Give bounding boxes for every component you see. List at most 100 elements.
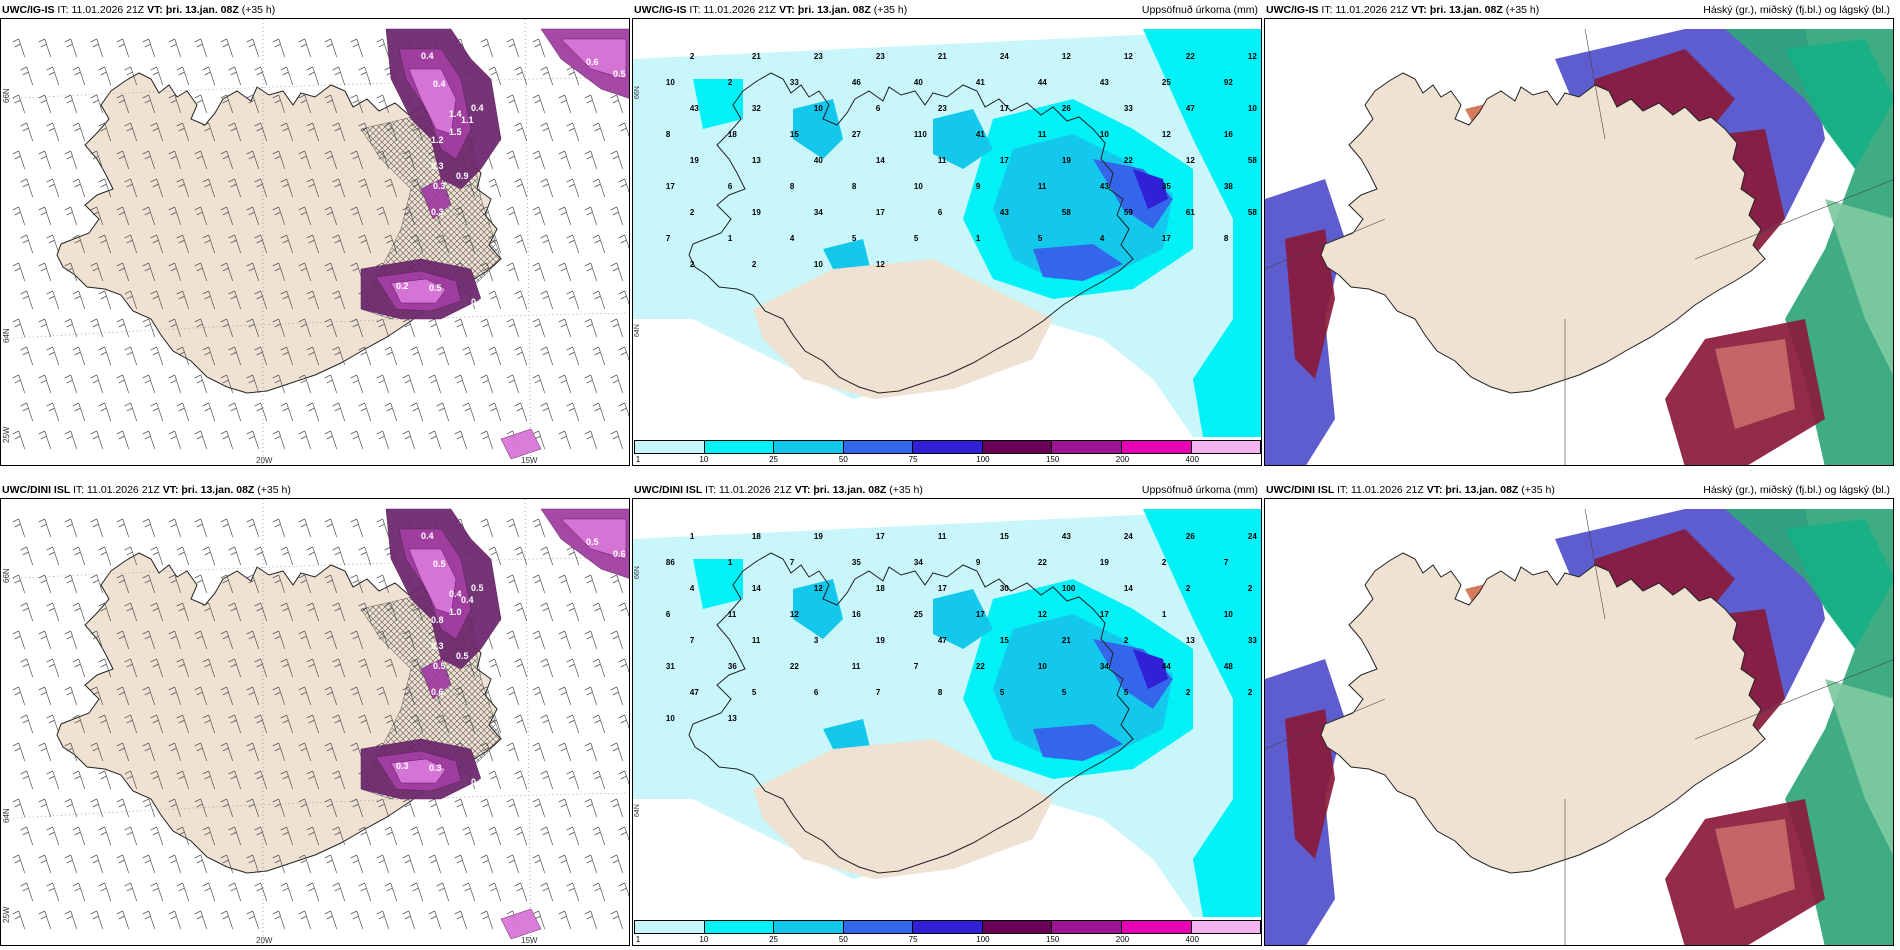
precip-value-label: 5: [852, 234, 857, 243]
axis-label: 64N: [634, 324, 641, 337]
precip-value-label: 22: [1124, 156, 1133, 165]
precip-value-label: 7: [914, 662, 919, 671]
precip-value-label: 15: [1000, 636, 1009, 645]
panel-header: UWC/DINI ISL IT: 11.01.2026 21Z VT: þri.…: [634, 484, 1260, 500]
cloud-layer: [1785, 519, 1893, 649]
precip-value-label: 21: [1062, 636, 1071, 645]
iceland-coastline-icon: [1320, 552, 1766, 874]
precip-value-label: 10: [1248, 104, 1257, 113]
dry-land: [753, 739, 1053, 879]
axis-label: 66N: [634, 566, 641, 579]
map-canvas[interactable]: [1264, 18, 1894, 466]
precip-value-label: 6: [814, 688, 819, 697]
it-value: 11.01.2026 21Z: [87, 484, 163, 496]
precip-value-label: 7: [666, 234, 671, 243]
it-value: 11.01.2026 21Z: [1351, 484, 1427, 496]
precip-value-label: 0.9: [456, 171, 469, 181]
precip-value-label: 8: [1224, 234, 1229, 243]
precip-value-label: 1: [728, 234, 733, 243]
colorbar-swatch: [774, 921, 844, 933]
precip-value-label: 9: [976, 558, 981, 567]
precip-contour: [693, 79, 743, 129]
colorbar-swatch: [1052, 921, 1122, 933]
colorbar-ticks: 1 10 25 50 75 100 150 200 400: [634, 455, 1261, 465]
map-canvas[interactable]: 1 18 19 17 11 15 43 24 26 24 86 1 7 35 34 9 22 19 2 7 4 14 12 1…: [632, 498, 1262, 946]
cloud-layer: [1825, 199, 1893, 375]
precip-value-label: 0.4: [421, 51, 434, 61]
vt-value: þri. 13.jan. 08Z: [797, 4, 874, 16]
precip-value-label: 0.6: [586, 57, 599, 67]
precip-contour: [408, 548, 457, 615]
precip-contour: [1143, 29, 1261, 437]
precip-value-label: 17: [1000, 156, 1009, 165]
precip-contour: [390, 278, 447, 304]
precip-value-label: 41: [976, 78, 985, 87]
map-canvas[interactable]: 2 21 23 23 21 24 12 12 22 12 10 2 33 46 40 41 44 43 25 92 43…: [632, 18, 1262, 466]
precip-value-label: 40: [814, 156, 823, 165]
colorbar-swatch: [1191, 441, 1261, 453]
map-panel-3: UWC/IG-IS IT: 11.01.2026 21Z VT: þri. 13…: [1264, 0, 1894, 466]
precip-contour: [420, 178, 452, 220]
precip-value-label: 0.5: [586, 537, 599, 547]
colorbar: 1 10 25 50 75 100 150 200 400: [634, 920, 1261, 944]
precip-value-label: 0.3: [429, 763, 442, 773]
precip-value-label: 2: [690, 260, 695, 269]
precip-value-label: 15: [790, 130, 799, 139]
map-panel-2: UWC/IG-IS IT: 11.01.2026 21Z VT: þri. 13…: [632, 0, 1262, 466]
colorbar-tick-label: 10: [699, 935, 709, 944]
precip-value-label: 10: [1038, 662, 1047, 671]
map-svg: [1265, 19, 1893, 465]
precip-value-label: 11: [938, 156, 947, 165]
colorbar-tick-label: 100: [976, 455, 990, 464]
precip-contour: [560, 38, 627, 80]
it-value: 11.01.2026 21Z: [71, 4, 148, 16]
axis-label: 66N: [2, 568, 11, 583]
precip-value-label: 0.6: [613, 549, 626, 559]
precip-value-label: 25: [1162, 78, 1171, 87]
precip-value-label: 34: [914, 558, 923, 567]
map-canvas[interactable]: 0.4 0.4 0.6 0.5 1.4 1.5 1.2 1.1 0.3 0.3 0.4 0.9 0.3 0…: [0, 18, 630, 466]
precip-value-label: 10: [1100, 130, 1109, 139]
precip-value-label: 47: [690, 688, 699, 697]
precip-value-label: 11: [1038, 130, 1047, 139]
precip-value-label: 24: [1000, 52, 1009, 61]
precip-contour: [1033, 244, 1123, 281]
axis-label: 20W: [256, 936, 273, 945]
precip-value-label: 11: [938, 532, 947, 541]
panel-title: Uppsöfnuð úrkoma (mm): [1141, 4, 1258, 16]
precip-value-label: 12: [1124, 52, 1133, 61]
map-canvas[interactable]: 0.4 0.5 0.5 0.6 0.4 1.0 0.8 0.4 0.3 0.5 0.5 0.5 0.6 0…: [0, 498, 630, 946]
it-label: IT:: [57, 4, 72, 16]
precip-value-label: 1.4: [449, 109, 462, 119]
colorbar-swatch: [635, 921, 705, 933]
precip-contour: [1093, 639, 1173, 709]
map-canvas[interactable]: [1264, 498, 1894, 946]
precip-contour: [1133, 169, 1168, 209]
colorbar: 1 10 25 50 75 100 150 200 400: [634, 440, 1261, 465]
axis-label: 66N: [2, 88, 11, 103]
precip-value-label: 2: [690, 208, 695, 217]
precip-value-label: 22: [790, 662, 799, 671]
colorbar-swatches: [634, 920, 1261, 934]
precip-value-label: 0.4: [461, 595, 474, 605]
precip-contour: [500, 428, 542, 460]
precip-value-label: 33: [1124, 104, 1133, 113]
precip-value-label: 0.5: [433, 559, 446, 569]
map-panel-5: UWC/DINI ISL IT: 11.01.2026 21Z VT: þri.…: [632, 480, 1262, 946]
precip-value-label: 23: [814, 52, 823, 61]
axis-label: 15W: [521, 936, 538, 945]
axis-label: 15W: [521, 456, 538, 465]
precip-value-label: 0.4: [449, 589, 462, 599]
precip-value-label: 1.0: [449, 607, 462, 617]
precip-value-label: 7: [876, 688, 881, 697]
precip-value-label: 0.2: [396, 281, 409, 291]
precip-value-label: 59: [1124, 208, 1133, 217]
precip-value-label: 16: [852, 610, 861, 619]
map-panel-6: UWC/DINI ISL IT: 11.01.2026 21Z VT: þri.…: [1264, 480, 1894, 946]
precip-value-label: 1: [728, 558, 733, 567]
precip-value-label: 0.3: [431, 207, 444, 217]
lead-time: (+35 h): [1521, 484, 1555, 496]
precip-value-label: 21: [938, 52, 947, 61]
precip-value-label: 12: [1248, 52, 1257, 61]
